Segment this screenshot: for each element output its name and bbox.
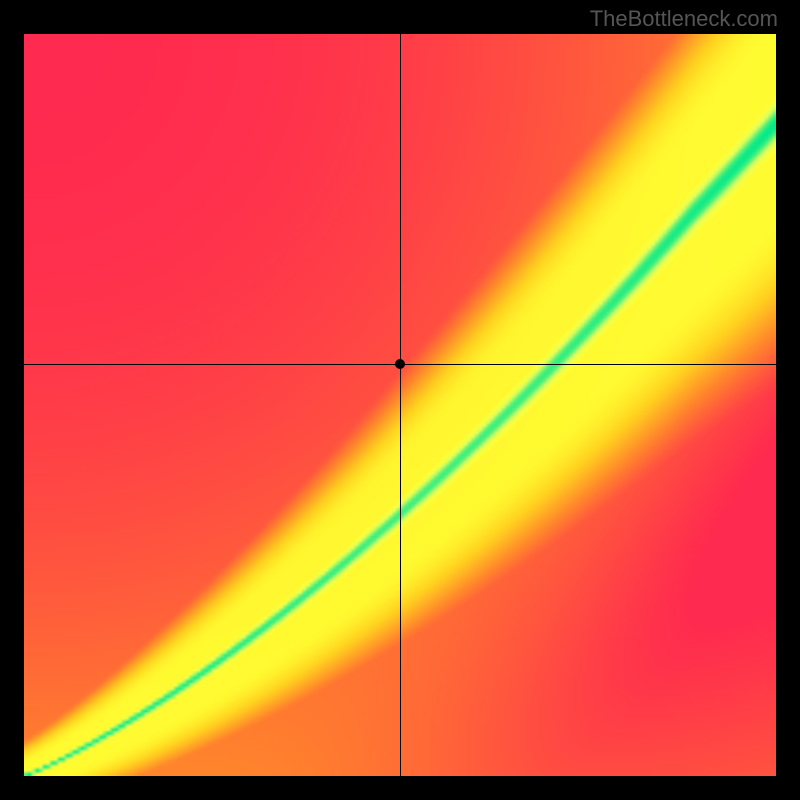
plot-area bbox=[24, 34, 776, 776]
crosshair-vertical bbox=[400, 34, 401, 776]
watermark-text: TheBottleneck.com bbox=[590, 6, 778, 32]
chart-frame: TheBottleneck.com bbox=[0, 0, 800, 800]
